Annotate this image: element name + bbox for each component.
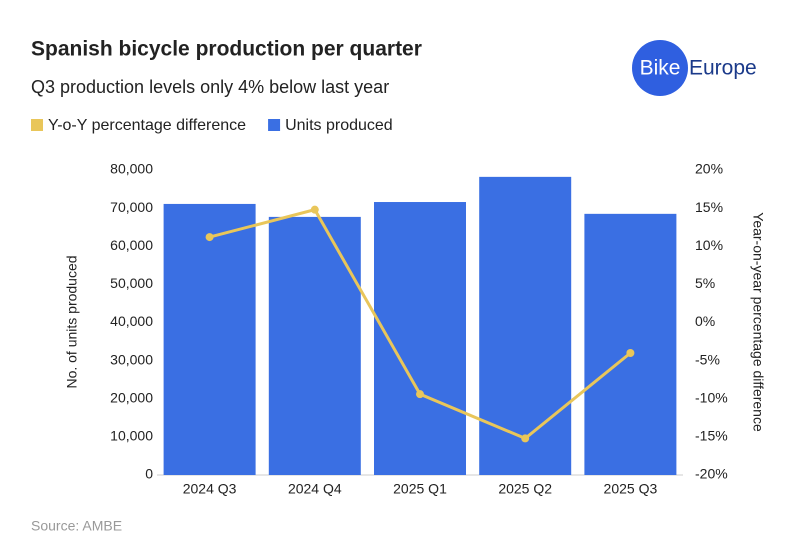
chart-title: Spanish bicycle production per quarter: [31, 38, 422, 61]
logo-text: Europe: [689, 57, 757, 80]
source: Source: AMBE: [31, 518, 122, 534]
line-point: [521, 434, 530, 443]
y-tick-label: 0: [145, 466, 153, 482]
bar: [584, 213, 677, 475]
x-tick-label: 2025 Q3: [604, 481, 658, 497]
legend-label: Units produced: [285, 117, 393, 134]
line-point: [626, 349, 635, 357]
logo-circle: [632, 40, 688, 96]
y-tick-label: 20,000: [110, 389, 153, 405]
legend-swatch: [31, 119, 43, 131]
legend-swatch: [268, 119, 281, 131]
y2-tick-label: 5%: [695, 275, 715, 291]
bar: [479, 176, 572, 476]
line-point: [205, 233, 214, 242]
legend-label: Y-o-Y percentage difference: [48, 117, 246, 134]
y2-tick-label: -10%: [695, 389, 728, 405]
y-tick-label: 10,000: [110, 428, 153, 444]
y-tick-label: 80,000: [110, 161, 153, 177]
y2-tick-label: 20%: [695, 161, 723, 177]
y2-tick-label: 0%: [695, 313, 715, 329]
y2-tick-label: -15%: [695, 428, 728, 444]
x-tick-label: 2024 Q3: [183, 481, 237, 497]
y-axis-title: No. of units produced: [64, 255, 80, 388]
y2-tick-label: 10%: [695, 237, 723, 253]
y2-axis-title: Year-on-year percentage difference: [750, 212, 766, 432]
chart-subtitle: Q3 production levels only 4% below last …: [31, 77, 389, 97]
y2-tick-label: -5%: [695, 351, 720, 367]
y2-tick-label: -20%: [695, 466, 728, 482]
x-tick-label: 2024 Q4: [288, 481, 342, 497]
logo-text: Bike: [640, 57, 681, 80]
y-tick-label: 50,000: [110, 275, 153, 291]
bar: [163, 203, 256, 475]
y2-tick-label: 15%: [695, 199, 723, 215]
line-point: [416, 390, 424, 399]
line-point: [310, 205, 319, 214]
y-tick-label: 40,000: [110, 313, 153, 329]
y-tick-label: 60,000: [110, 237, 153, 253]
y-tick-label: 30,000: [110, 351, 153, 367]
y-tick-label: 70,000: [110, 199, 153, 215]
x-tick-label: 2025 Q1: [393, 481, 447, 497]
x-tick-label: 2025 Q2: [498, 481, 552, 497]
bar: [268, 216, 361, 476]
